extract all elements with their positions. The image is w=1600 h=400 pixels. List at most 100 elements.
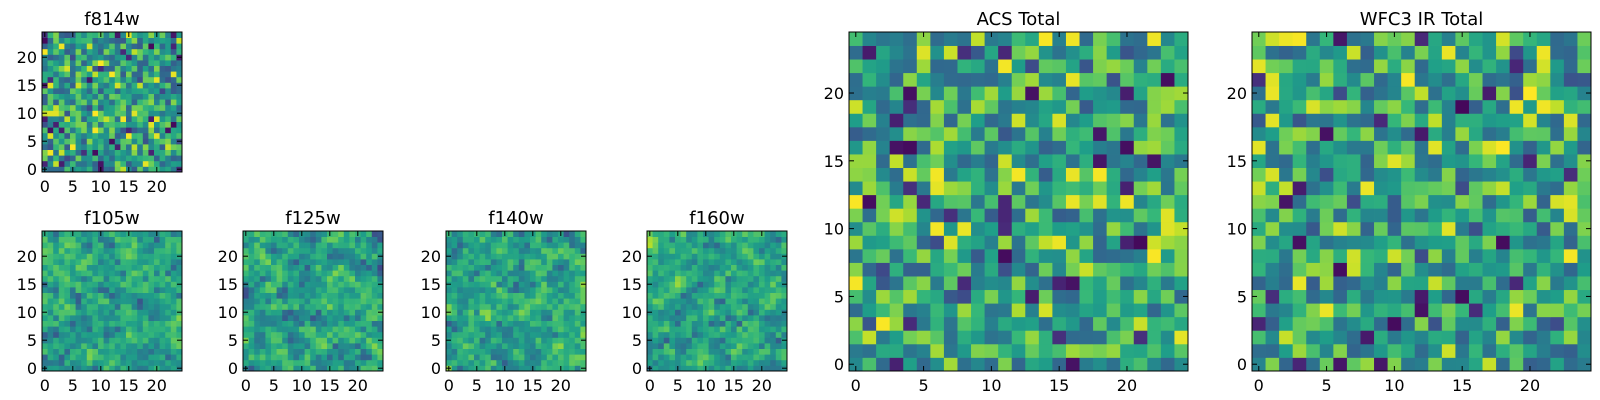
heatmap-cell bbox=[98, 326, 104, 333]
heatmap-cell bbox=[1319, 45, 1334, 60]
heatmap-cell bbox=[669, 236, 676, 243]
heatmap-cell bbox=[282, 315, 289, 321]
heatmap-cell bbox=[114, 264, 121, 271]
heatmap-cell bbox=[513, 320, 520, 327]
heatmap-cell bbox=[137, 231, 144, 237]
heatmap-cell bbox=[47, 155, 54, 162]
heatmap-cell bbox=[468, 236, 475, 243]
heatmap-cell bbox=[114, 287, 121, 293]
heatmap-cell bbox=[126, 65, 132, 72]
heatmap-cell bbox=[338, 298, 345, 305]
heatmap-cell bbox=[109, 365, 116, 372]
heatmap-cell bbox=[1387, 113, 1402, 128]
heatmap-cell bbox=[349, 303, 356, 310]
heatmap-cell bbox=[170, 315, 177, 321]
heatmap-cell bbox=[165, 116, 172, 122]
heatmap-cell bbox=[92, 88, 99, 94]
heatmap-cell bbox=[81, 287, 88, 293]
heatmap-cell bbox=[159, 132, 166, 139]
heatmap-cell bbox=[75, 37, 82, 44]
heatmap-cell bbox=[142, 54, 149, 61]
heatmap-cell bbox=[1319, 126, 1334, 141]
heatmap-cell bbox=[770, 359, 777, 366]
heatmap-cell bbox=[686, 231, 693, 237]
heatmap-cell bbox=[1038, 59, 1053, 74]
heatmap-cell bbox=[1038, 32, 1053, 46]
heatmap-cell bbox=[343, 326, 350, 333]
heatmap-cell bbox=[546, 337, 553, 344]
heatmap-cell bbox=[81, 149, 88, 156]
heatmap-cell bbox=[1133, 208, 1148, 223]
heatmap-cell bbox=[371, 270, 378, 277]
heatmap-cell bbox=[1550, 113, 1565, 128]
heatmap-cell bbox=[451, 320, 458, 327]
heatmap-cell bbox=[1509, 316, 1524, 331]
heatmap-cell bbox=[92, 331, 99, 338]
heatmap-cell bbox=[120, 116, 127, 122]
heatmap-cell bbox=[126, 138, 132, 145]
heatmap-cell bbox=[282, 303, 289, 310]
heatmap-cell bbox=[1147, 72, 1162, 87]
heatmap-cell bbox=[154, 138, 160, 145]
heatmap-cell bbox=[862, 194, 877, 209]
heatmap-cell bbox=[165, 160, 172, 167]
heatmap-cell bbox=[1011, 248, 1026, 263]
heatmap-cell bbox=[943, 262, 958, 277]
heatmap-cell bbox=[142, 231, 149, 237]
heatmap-cell bbox=[524, 275, 531, 282]
heatmap-cell bbox=[916, 167, 931, 182]
heatmap-cell bbox=[496, 292, 503, 299]
heatmap-cell bbox=[1468, 303, 1483, 318]
heatmap-cell bbox=[165, 326, 172, 333]
heatmap-cell bbox=[81, 320, 88, 327]
heatmap-cell bbox=[81, 82, 88, 89]
heatmap-cell bbox=[259, 354, 266, 361]
heatmap-cell bbox=[377, 270, 384, 277]
heatmap-cell bbox=[747, 315, 754, 321]
heatmap-cell bbox=[652, 326, 659, 333]
heatmap-cell bbox=[126, 343, 132, 349]
heatmap-cell bbox=[957, 126, 972, 141]
heatmap-cell bbox=[86, 37, 93, 44]
heatmap-cell bbox=[753, 292, 760, 299]
heatmap-cell bbox=[1038, 208, 1053, 223]
heatmap-cell bbox=[876, 235, 891, 250]
heatmap-cell bbox=[775, 264, 782, 271]
heatmap-cell bbox=[1428, 59, 1443, 74]
heatmap-cell bbox=[451, 231, 458, 237]
heatmap-cell bbox=[451, 365, 458, 372]
heatmap-cell bbox=[349, 270, 356, 277]
heatmap-cell bbox=[47, 48, 54, 55]
heatmap-cell bbox=[708, 354, 715, 361]
heatmap-cell bbox=[75, 354, 82, 361]
heatmap-cell bbox=[1025, 154, 1040, 168]
heatmap-cell bbox=[1160, 154, 1175, 168]
heatmap-cell bbox=[457, 281, 464, 288]
y-tick-label: 15 bbox=[824, 152, 844, 171]
heatmap-cell bbox=[1496, 343, 1511, 358]
heatmap-cell bbox=[736, 348, 743, 355]
heatmap-cell bbox=[70, 303, 76, 310]
heatmap-cell bbox=[971, 303, 985, 318]
heatmap-cell bbox=[159, 93, 166, 100]
heatmap-cell bbox=[530, 348, 536, 355]
heatmap-cell bbox=[1079, 357, 1094, 372]
heatmap-cell bbox=[355, 315, 361, 321]
heatmap-cell bbox=[64, 242, 71, 249]
heatmap-cell bbox=[360, 281, 367, 288]
heatmap-cell bbox=[1120, 262, 1135, 277]
heatmap-cell bbox=[1428, 248, 1443, 263]
heatmap-cell bbox=[496, 320, 503, 327]
heatmap-cell bbox=[876, 99, 891, 114]
heatmap-cell bbox=[1563, 126, 1578, 141]
heatmap-cell bbox=[1292, 181, 1307, 196]
heatmap-cell bbox=[92, 149, 99, 156]
heatmap-cell bbox=[120, 71, 127, 78]
heatmap-cell bbox=[1025, 32, 1040, 46]
heatmap-cell bbox=[1550, 140, 1565, 155]
heatmap-cell bbox=[327, 320, 333, 327]
heatmap-cell bbox=[647, 247, 653, 254]
heatmap-cell bbox=[1174, 248, 1189, 263]
heatmap-cell bbox=[58, 247, 65, 254]
heatmap-cell bbox=[1279, 357, 1294, 372]
